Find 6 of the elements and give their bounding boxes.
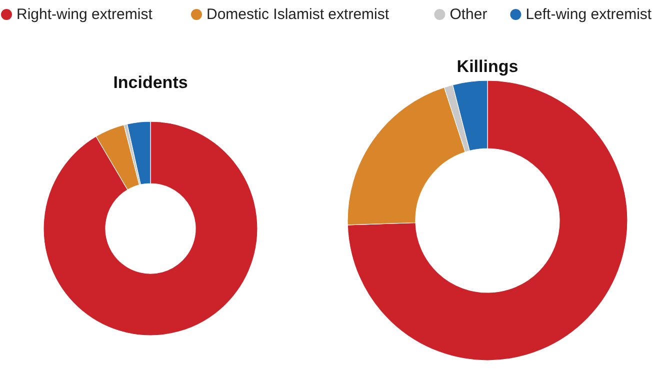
legend-label: Right-wing extremist [16,6,154,23]
chart-title: Killings [456,57,518,76]
legend-label: Other [450,6,488,23]
text: Incidents [113,73,188,92]
legend-label: Domestic Islamist extremist [206,6,390,23]
legend-label: Left-wing extremist [526,6,652,23]
